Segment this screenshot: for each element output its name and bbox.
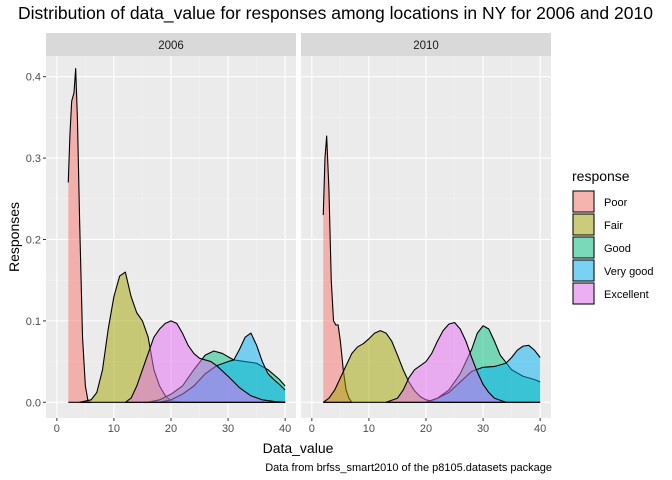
panel-2006: 2006 0 10 20 30 40 (46, 33, 296, 435)
legend-items: Poor Fair Good Very good Excellent (572, 190, 654, 305)
strip-2010 (301, 33, 551, 56)
density-area-excellent (386, 322, 506, 403)
legend-key-good (572, 236, 595, 259)
y-tick-label: 0.0 (26, 397, 41, 409)
panel-2010: 2010 0 10 20 30 40 (301, 33, 551, 435)
y-axis: 0.0 0.1 0.2 0.3 0.4 (26, 72, 46, 409)
x-tick-label: 0 (54, 423, 60, 435)
legend-key-fair (572, 213, 595, 236)
legend-key-poor (572, 190, 595, 213)
strip-2006 (46, 33, 296, 56)
x-tick-label: 40 (279, 423, 291, 435)
density-areas-2006 (67, 67, 286, 403)
legend-key-excellent (572, 282, 595, 305)
density-areas-2010 (322, 135, 541, 403)
legend-key-very-good (572, 259, 595, 282)
strip-label-2010: 2010 (413, 40, 439, 52)
density-area-poor (323, 136, 352, 403)
legend-label-poor: Poor (604, 197, 628, 209)
x-tick-label: 10 (108, 423, 120, 435)
density-line-excellent (385, 321, 507, 403)
density-area-very-good (159, 333, 286, 403)
x-axis-2006: 0 10 20 30 40 (54, 418, 291, 435)
legend-label-fair: Fair (604, 220, 623, 232)
chart-title: Distribution of data_value for responses… (18, 3, 653, 24)
density-area-fair (79, 272, 183, 403)
y-axis-title: Responses (6, 202, 22, 272)
x-axis-2010: 0 10 20 30 40 (309, 418, 546, 435)
legend-label-good: Good (604, 243, 631, 255)
y-tick-label: 0.3 (26, 153, 41, 165)
legend-title: response (572, 168, 630, 184)
x-tick-label: 30 (222, 423, 234, 435)
legend-label-very-good: Very good (604, 266, 654, 278)
x-tick-label: 10 (363, 423, 375, 435)
density-area-excellent (125, 320, 286, 403)
x-tick-label: 0 (309, 423, 315, 435)
x-tick-label: 30 (477, 423, 489, 435)
x-tick-label: 20 (165, 423, 177, 435)
strip-label-2006: 2006 (158, 40, 184, 52)
y-tick-label: 0.1 (26, 316, 41, 328)
x-tick-label: 40 (534, 423, 546, 435)
chart-caption: Data from brfss_smart2010 of the p8105.d… (265, 462, 552, 474)
x-tick-label: 20 (420, 423, 432, 435)
x-axis-title: Data_value (263, 440, 334, 456)
density-line-excellent (125, 320, 286, 403)
density-line-poor (67, 67, 92, 403)
y-tick-label: 0.2 (26, 234, 41, 246)
y-tick-label: 0.4 (26, 72, 41, 84)
legend-label-excellent: Excellent (604, 289, 649, 301)
legend: response Poor Fair Good Very good Excellent (572, 168, 654, 305)
